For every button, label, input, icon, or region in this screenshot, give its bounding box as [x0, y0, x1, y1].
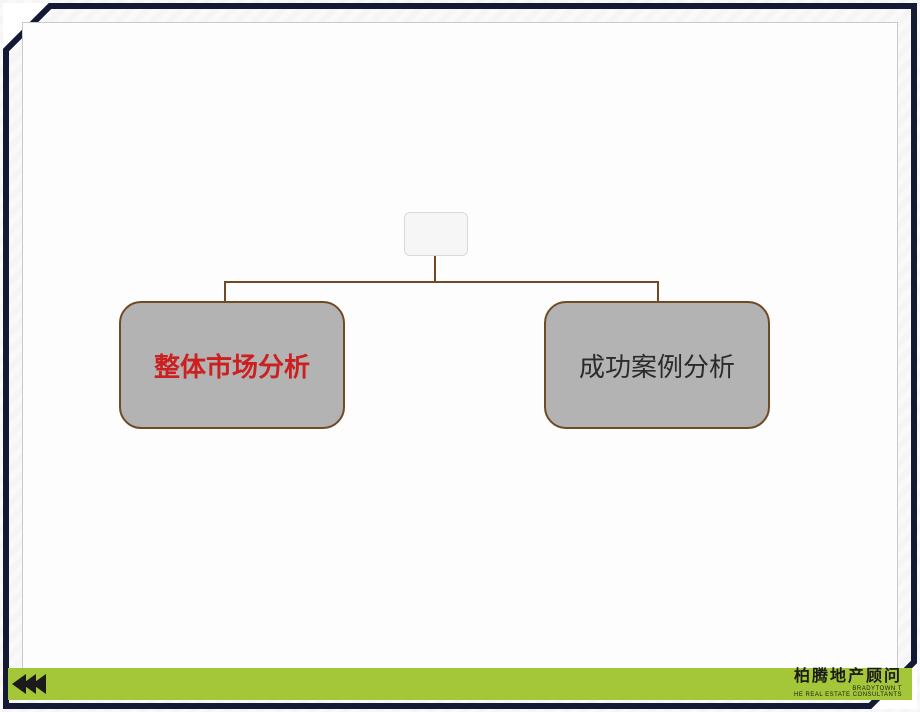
diagram-node-left-box: 整体市场分析: [119, 301, 345, 429]
footer-brand-sub2: HE REAL ESTATE CONSULTANTS: [794, 692, 902, 698]
footer-chevrons: [16, 674, 46, 694]
connector: [224, 281, 659, 283]
footer-brand-main: 柏腾地产顾问: [794, 669, 902, 686]
footer-brand: 柏腾地产顾问 BRADYTOWN T HE REAL ESTATE CONSUL…: [794, 669, 902, 698]
footer-strip: 柏腾地产顾问 BRADYTOWN T HE REAL ESTATE CONSUL…: [8, 668, 912, 700]
connector: [224, 281, 226, 301]
diagram-node-root-box: [404, 212, 468, 256]
diagram-node-right-box: 成功案例分析: [544, 301, 770, 429]
connector: [657, 281, 659, 301]
chevron-left-icon: [32, 674, 46, 694]
diagram-area: 整体市场分析 成功案例分析: [22, 22, 898, 690]
